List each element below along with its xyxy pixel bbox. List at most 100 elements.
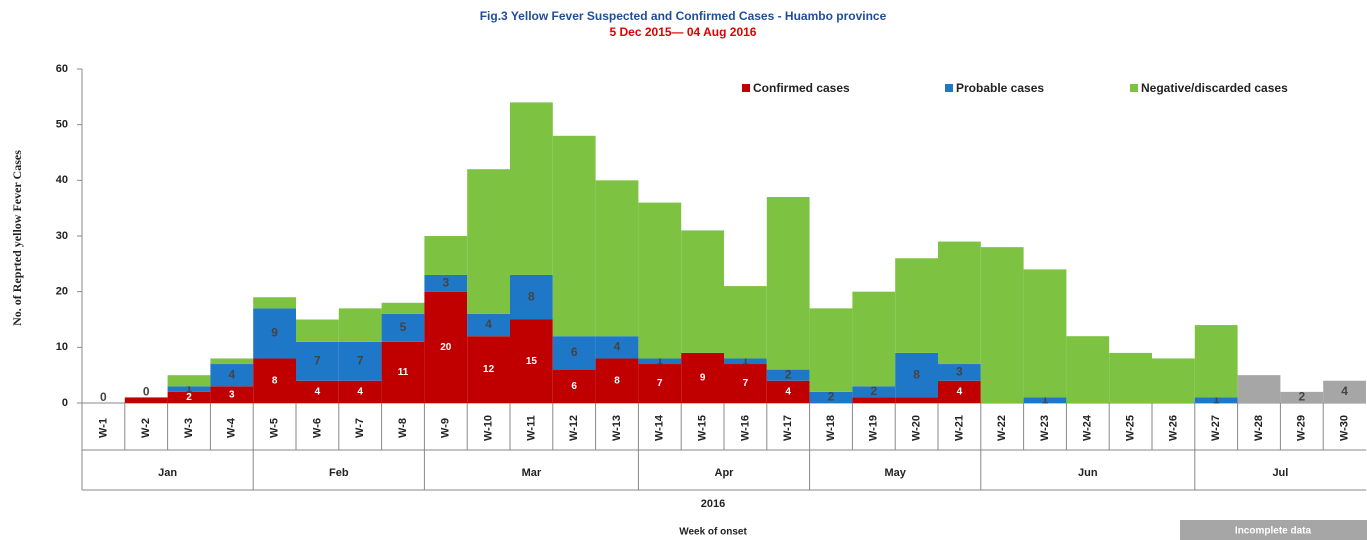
bar-segment	[638, 358, 682, 365]
data-label: 0	[100, 390, 107, 404]
data-label: 1	[1042, 392, 1049, 406]
data-label: 7	[743, 378, 749, 389]
year-label: 2016	[701, 498, 725, 510]
data-label: 1	[1213, 392, 1220, 406]
bar-segment	[424, 274, 468, 292]
legend-label: Negative/discarded cases	[1141, 81, 1288, 95]
data-label: 8	[272, 375, 278, 386]
x-tick-label: W-4	[226, 417, 238, 438]
x-tick-label: W-17	[782, 415, 794, 441]
legend-swatch	[1130, 84, 1138, 92]
data-label: 1	[186, 381, 193, 395]
chart-title: Fig.3 Yellow Fever Suspected and Confirm…	[480, 9, 887, 23]
x-tick-label: W-15	[697, 415, 709, 441]
data-label: 9	[700, 373, 706, 384]
data-label: 12	[483, 364, 495, 375]
data-label: 3	[229, 389, 235, 400]
bar-segment	[210, 386, 254, 403]
bar-segment	[766, 380, 810, 403]
x-tick-label: W-16	[739, 415, 751, 441]
bar-segment	[167, 375, 211, 387]
x-tick-label: W-7	[354, 418, 366, 438]
x-tick-label: W-19	[868, 415, 880, 441]
data-label: 2	[870, 384, 877, 398]
incomplete-legend-box	[1180, 520, 1367, 540]
month-label: Apr	[715, 467, 735, 479]
legend-label: Confirmed cases	[753, 81, 850, 95]
bar-segment	[895, 352, 938, 398]
bar-segment	[895, 258, 938, 353]
bar-segment	[766, 369, 810, 381]
bar-segment	[1023, 397, 1067, 403]
month-label: Jun	[1078, 467, 1098, 479]
data-label: 8	[528, 289, 535, 303]
bar-segment	[724, 358, 767, 365]
bar-segment	[852, 397, 896, 403]
bar-segment	[338, 341, 382, 381]
bar-segment	[595, 336, 639, 359]
bar-segment	[467, 313, 510, 337]
x-tick-label: W-24	[1082, 414, 1094, 441]
x-tick-label: W-23	[1039, 415, 1051, 441]
data-label: 2	[828, 390, 835, 404]
data-label: 2	[785, 367, 792, 381]
bar-segment	[638, 364, 682, 403]
x-tick-label: W-1	[97, 418, 109, 438]
bar-segment	[595, 358, 639, 403]
y-tick-label: 60	[56, 63, 68, 75]
bar-segment	[595, 180, 639, 337]
data-label: 6	[571, 381, 577, 392]
bar-segment	[638, 202, 682, 359]
bar-segment	[381, 341, 425, 403]
bar-segment	[1323, 380, 1366, 403]
legend-label: Probable cases	[956, 81, 1044, 95]
x-tick-label: W-8	[397, 418, 409, 438]
data-label: 11	[398, 367, 409, 378]
data-label: 15	[526, 356, 538, 367]
x-tick-label: W-9	[440, 418, 452, 438]
data-label: 2	[1298, 390, 1305, 404]
legend-swatch	[945, 84, 953, 92]
data-label: 7	[357, 353, 364, 367]
bar-segment	[467, 336, 510, 403]
bar-segment	[253, 297, 296, 309]
data-label: 8	[913, 367, 920, 381]
x-tick-label: W-11	[525, 415, 537, 440]
x-tick-label: W-5	[269, 418, 281, 438]
bar-segment	[938, 380, 981, 403]
x-tick-label: W-21	[953, 415, 965, 441]
data-label: 6	[571, 345, 578, 359]
bar-segment	[552, 336, 596, 370]
bar-segment	[424, 236, 468, 275]
y-tick-label: 10	[56, 341, 68, 353]
bar-segment	[1280, 391, 1324, 403]
data-label: 4	[957, 387, 963, 398]
data-label: 1	[742, 353, 749, 367]
x-tick-label: W-22	[996, 415, 1008, 441]
x-tick-label: W-2	[140, 418, 152, 438]
data-label: 4	[485, 317, 492, 331]
x-tick-label: W-12	[568, 415, 580, 441]
bar-segment	[381, 313, 425, 342]
y-axis-title: No. of Reprted yellow Fever Cases	[10, 150, 24, 326]
bar-segment	[510, 274, 553, 320]
bar-segment	[381, 302, 425, 314]
month-label: May	[884, 467, 906, 479]
bar-segment	[1237, 375, 1281, 403]
bar-segment	[681, 352, 724, 403]
data-label: 2	[186, 392, 192, 403]
bar-segment	[809, 391, 853, 403]
bar-segment	[766, 197, 810, 370]
data-label: 7	[657, 378, 663, 389]
bar-segment	[210, 358, 254, 365]
bar-segment	[1152, 358, 1195, 403]
x-tick-label: W-14	[654, 414, 666, 441]
data-label: 0	[143, 385, 150, 399]
data-label: 3	[442, 275, 449, 289]
bar-segment	[124, 397, 168, 403]
month-label: Jul	[1272, 467, 1288, 479]
bar-segment	[895, 397, 938, 403]
bar-segment	[296, 380, 339, 403]
data-label: 7	[314, 353, 321, 367]
bar-segment	[724, 364, 767, 403]
